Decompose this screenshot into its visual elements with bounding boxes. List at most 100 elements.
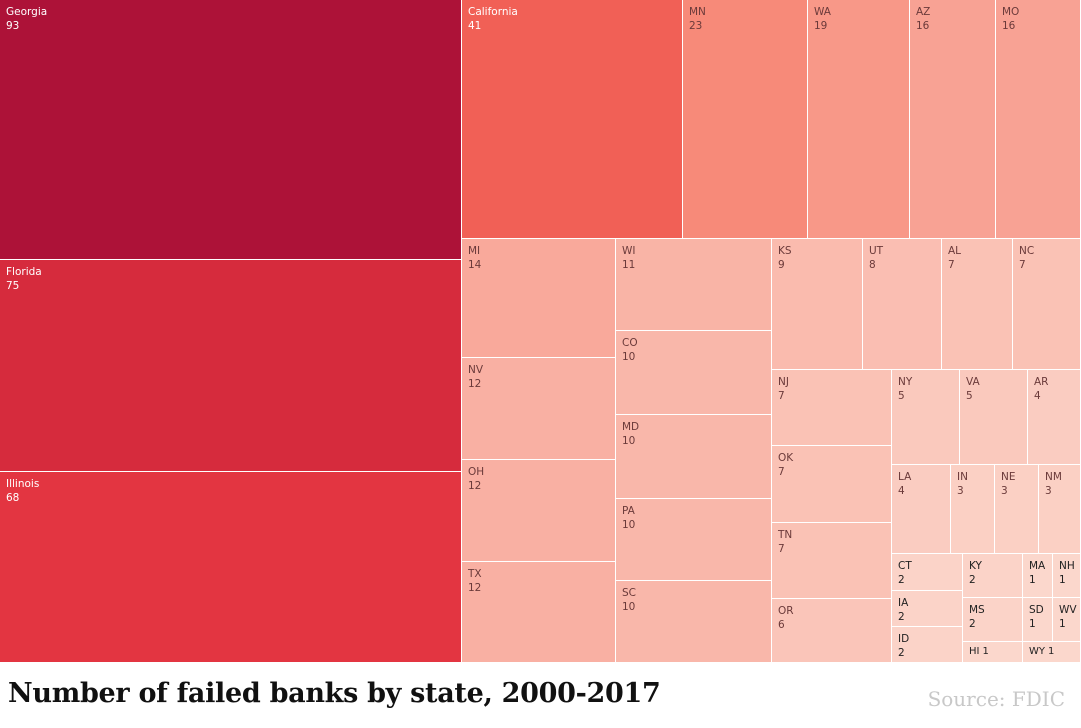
tile-value: 10: [622, 519, 636, 531]
tile-value: 10: [622, 351, 636, 363]
tile-value: 3: [1001, 485, 1008, 497]
tile-label: PA: [622, 505, 635, 517]
treemap-tile-or: OR 6: [772, 599, 892, 663]
tile-label: NH: [1059, 560, 1075, 572]
tile-label: ID: [898, 633, 910, 645]
treemap-tile-al: AL 7: [942, 239, 1013, 370]
tile-label: CT: [898, 560, 912, 572]
tile-value: 12: [468, 582, 482, 594]
tile-value: 7: [778, 543, 785, 555]
treemap-tile-nh: NH 1: [1053, 554, 1081, 598]
tile-value: 16: [916, 20, 930, 32]
tile-value: 9: [778, 259, 785, 271]
tile-label: OK: [778, 452, 794, 464]
tile-label: TN: [778, 529, 793, 541]
tile-label: HI: [969, 646, 980, 657]
tile-value: 11: [622, 259, 636, 271]
tile-value: 1: [1029, 618, 1036, 630]
treemap-tile-sc: SC 10: [616, 581, 772, 663]
treemap-tile-nm: NM 3: [1039, 465, 1081, 554]
treemap-tile-md: MD 10: [616, 415, 772, 499]
tile-label: OH: [468, 466, 485, 478]
tile-value: 68: [6, 492, 20, 504]
tile-value: 23: [689, 20, 703, 32]
tile-label: NM: [1045, 471, 1062, 483]
treemap-tile-hi: HI 1: [963, 642, 1023, 663]
treemap-tile-la: LA 4: [892, 465, 951, 554]
treemap-tile-mi: MI 14: [462, 239, 616, 358]
treemap-tile-ny: NY 5: [892, 370, 960, 465]
tile-value: 1: [982, 646, 989, 657]
tile-label: AL: [948, 245, 962, 257]
tile-value: 2: [969, 618, 976, 630]
tile-label: KY: [969, 560, 982, 572]
treemap-tile-wi: WI 11: [616, 239, 772, 331]
tile-label: MS: [969, 604, 985, 616]
tile-value: 7: [778, 390, 785, 402]
tile-label: OR: [778, 605, 794, 617]
tile-label: SD: [1029, 604, 1044, 616]
tile-value: 2: [898, 647, 905, 659]
treemap-tile-georgia: Georgia 93: [0, 0, 462, 260]
tile-value: 75: [6, 280, 20, 292]
tile-label: UT: [869, 245, 884, 257]
tile-label: IN: [957, 471, 968, 483]
treemap-tile-wv: WV 1: [1053, 598, 1081, 642]
tile-value: 2: [898, 611, 905, 623]
tile-value: 14: [468, 259, 482, 271]
treemap-tile-nv: NV 12: [462, 358, 616, 460]
tile-label: NJ: [778, 376, 789, 388]
tile-value: 12: [468, 378, 482, 390]
chart-title: Number of failed banks by state, 2000-20…: [8, 678, 661, 709]
tile-value: 4: [1034, 390, 1041, 402]
treemap-tile-ct: CT 2: [892, 554, 963, 591]
tile-value: 19: [814, 20, 828, 32]
treemap-tile-oh: OH 12: [462, 460, 616, 562]
tile-label: LA: [898, 471, 912, 483]
tile-value: 7: [1019, 259, 1026, 271]
treemap-tile-ms: MS 2: [963, 598, 1023, 642]
chart-source: Source: FDIC: [927, 687, 1065, 711]
tile-label: KS: [778, 245, 792, 257]
tile-value: 2: [969, 574, 976, 586]
treemap-tile-tn: TN 7: [772, 523, 892, 599]
tile-label: MI: [468, 245, 481, 257]
tile-value: 10: [622, 601, 636, 613]
tile-value: 3: [1045, 485, 1052, 497]
treemap-tile-nj: NJ 7: [772, 370, 892, 446]
treemap-tile-ia: IA 2: [892, 591, 963, 627]
treemap-tile-ar: AR 4: [1028, 370, 1081, 465]
tile-label: MD: [622, 421, 640, 433]
tile-label: CO: [622, 337, 638, 349]
tile-value: 7: [948, 259, 955, 271]
treemap-tile-sd: SD 1: [1023, 598, 1053, 642]
tile-label: TX: [468, 568, 482, 580]
treemap-tile-illinois: Illinois 68: [0, 472, 462, 663]
treemap-tile-mn: MN 23: [683, 0, 808, 239]
treemap-chart: Georgia 93 Florida 75 Illinois 68 California 41…: [0, 0, 1081, 663]
tile-value: 10: [622, 435, 636, 447]
treemap-tile-ma: MA 1: [1023, 554, 1053, 598]
treemap-tile-pa: PA 10: [616, 499, 772, 581]
tile-label: Illinois: [6, 478, 40, 490]
tile-value: 93: [6, 20, 20, 32]
tile-label: SC: [622, 587, 636, 599]
tile-value: 1: [1059, 618, 1066, 630]
tile-label: California: [468, 6, 518, 18]
tile-value: 41: [468, 20, 482, 32]
tile-value: 8: [869, 259, 876, 271]
tile-label: Georgia: [6, 6, 48, 18]
tile-value: 7: [778, 466, 785, 478]
treemap-tile-mo: MO 16: [996, 0, 1081, 239]
tile-label: WI: [622, 245, 636, 257]
tile-value: 3: [957, 485, 964, 497]
treemap-tile-id: ID 2: [892, 627, 963, 663]
treemap-tile-ks: KS 9: [772, 239, 863, 370]
tile-value: 6: [778, 619, 785, 631]
tile-value: 1: [1029, 574, 1036, 586]
tile-value: 16: [1002, 20, 1016, 32]
treemap-tile-co: CO 10: [616, 331, 772, 415]
treemap-tile-tx: TX 12: [462, 562, 616, 663]
tile-label: WY: [1029, 646, 1045, 657]
tile-value: 5: [966, 390, 973, 402]
